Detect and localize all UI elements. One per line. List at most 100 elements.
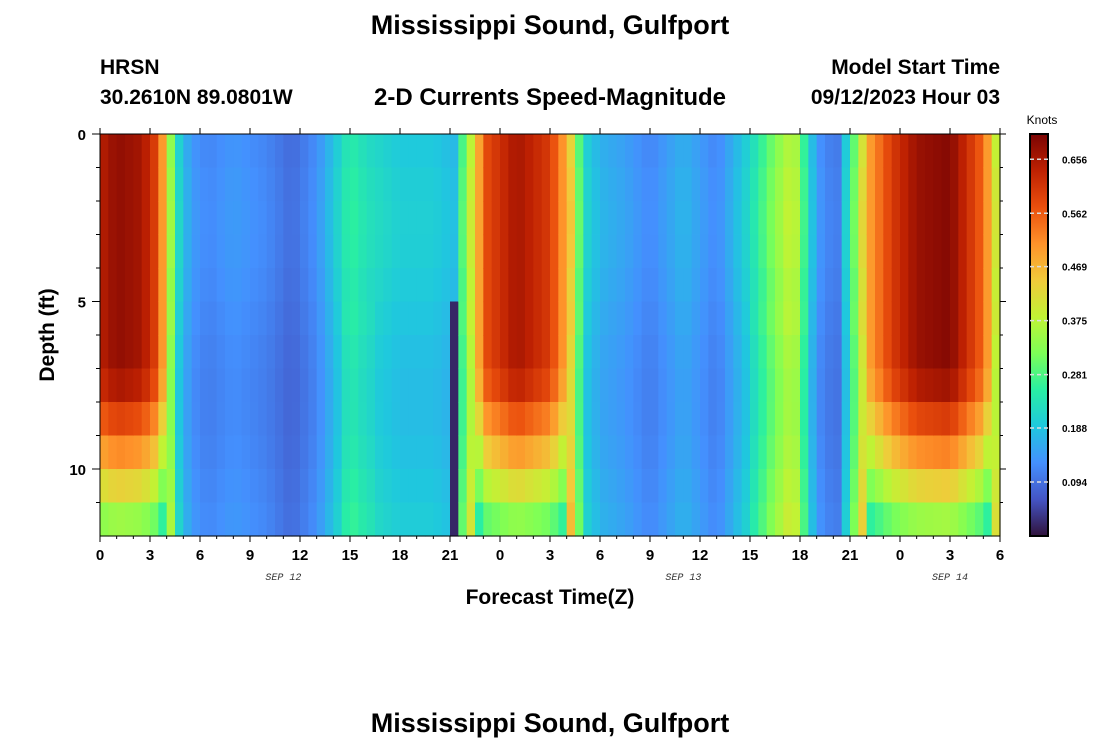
heatmap-cell bbox=[950, 234, 959, 269]
heatmap-cell bbox=[250, 134, 259, 169]
heatmap-cell bbox=[566, 234, 576, 269]
heatmap-cell bbox=[875, 201, 884, 236]
heatmap-cell bbox=[400, 301, 409, 336]
heatmap-cell bbox=[283, 201, 293, 236]
heatmap-cell bbox=[608, 435, 618, 470]
heatmap-cell bbox=[816, 301, 826, 336]
heatmap-cell bbox=[875, 167, 884, 202]
heatmap-cell bbox=[700, 469, 709, 504]
heatmap-cell bbox=[858, 234, 868, 269]
heatmap-cell bbox=[250, 167, 259, 202]
heatmap-cell bbox=[666, 368, 676, 403]
heatmap-cell bbox=[725, 268, 734, 303]
heatmap-cell bbox=[616, 301, 626, 336]
heatmap-cell bbox=[691, 201, 701, 236]
heatmap-cell bbox=[733, 134, 743, 169]
heatmap-cell bbox=[150, 435, 159, 470]
heatmap-cell bbox=[475, 502, 484, 537]
heatmap-cell bbox=[825, 335, 834, 370]
heatmap-cell bbox=[950, 134, 959, 169]
heatmap-cell bbox=[625, 301, 634, 336]
heatmap-cell bbox=[400, 435, 409, 470]
heatmap-cell bbox=[366, 234, 376, 269]
heatmap-cell bbox=[908, 301, 918, 336]
heatmap-cell bbox=[841, 201, 851, 236]
heatmap-cell bbox=[658, 201, 668, 236]
heatmap-cell bbox=[308, 502, 318, 537]
heatmap-cell bbox=[125, 335, 134, 370]
heatmap-cell bbox=[600, 134, 609, 169]
heatmap-cell bbox=[741, 301, 751, 336]
heatmap-cell bbox=[166, 268, 176, 303]
heatmap-cell bbox=[641, 167, 651, 202]
heatmap-cell bbox=[441, 201, 451, 236]
heatmap-cell bbox=[966, 502, 976, 537]
heatmap-cell bbox=[841, 234, 851, 269]
heatmap-cell bbox=[691, 167, 701, 202]
heatmap-cell bbox=[791, 134, 801, 169]
heatmap-cell bbox=[341, 134, 351, 169]
heatmap-cell bbox=[183, 469, 193, 504]
heatmap-cell bbox=[925, 201, 934, 236]
heatmap-cell bbox=[800, 502, 809, 537]
heatmap-cell bbox=[791, 368, 801, 403]
heatmap-cell bbox=[675, 402, 684, 437]
heatmap-cell bbox=[541, 234, 551, 269]
heatmap-cell bbox=[875, 502, 884, 537]
heatmap-cell bbox=[266, 167, 276, 202]
heatmap-cell bbox=[450, 234, 459, 269]
heatmap-cell bbox=[675, 201, 684, 236]
heatmap-cell bbox=[641, 368, 651, 403]
heatmap-cell bbox=[758, 201, 768, 236]
heatmap-cell bbox=[650, 134, 659, 169]
heatmap-cell bbox=[241, 268, 251, 303]
heatmap-cell bbox=[158, 201, 168, 236]
heatmap-cell bbox=[658, 402, 668, 437]
heatmap-cell bbox=[366, 402, 376, 437]
heatmap-cell bbox=[441, 268, 451, 303]
heatmap-cell bbox=[150, 201, 159, 236]
heatmap-cell bbox=[733, 201, 743, 236]
heatmap-cell bbox=[150, 368, 159, 403]
heatmap-cell bbox=[775, 469, 784, 504]
heatmap-cell bbox=[525, 435, 534, 470]
heatmap-cell bbox=[516, 502, 526, 537]
heatmap-cell bbox=[283, 134, 293, 169]
heatmap-cell bbox=[625, 435, 634, 470]
heatmap-cell bbox=[683, 201, 693, 236]
heatmap-cell bbox=[383, 368, 393, 403]
heatmap-cell bbox=[216, 301, 226, 336]
heatmap-cell bbox=[408, 469, 418, 504]
heatmap-cell bbox=[716, 201, 726, 236]
heatmap-cell bbox=[300, 469, 309, 504]
heatmap-cell bbox=[250, 368, 259, 403]
heatmap-cell bbox=[908, 234, 918, 269]
heatmap-cells bbox=[100, 134, 1001, 537]
heatmap-cell bbox=[658, 167, 668, 202]
heatmap-cell bbox=[866, 268, 876, 303]
heatmap-cell bbox=[433, 301, 443, 336]
heatmap-cell bbox=[500, 268, 509, 303]
heatmap-cell bbox=[358, 134, 368, 169]
heatmap-cell bbox=[216, 335, 226, 370]
heatmap-cell bbox=[466, 435, 476, 470]
heatmap-cell bbox=[108, 167, 118, 202]
heatmap-cell bbox=[516, 301, 526, 336]
heatmap-cell bbox=[108, 134, 118, 169]
heatmap-cell bbox=[258, 201, 268, 236]
heatmap-cell bbox=[175, 301, 184, 336]
heatmap-cell bbox=[658, 134, 668, 169]
heatmap-cell bbox=[583, 268, 593, 303]
heatmap-cell bbox=[183, 435, 193, 470]
heatmap-cell bbox=[458, 201, 468, 236]
heatmap-cell bbox=[883, 335, 893, 370]
heatmap-cell bbox=[741, 234, 751, 269]
heatmap-cell bbox=[616, 402, 626, 437]
heatmap-cell bbox=[600, 301, 609, 336]
heatmap-cell bbox=[258, 268, 268, 303]
heatmap-cell bbox=[300, 201, 309, 236]
heatmap-cell bbox=[666, 134, 676, 169]
heatmap-cell bbox=[383, 402, 393, 437]
heatmap-cell bbox=[158, 402, 168, 437]
heatmap-cell bbox=[408, 201, 418, 236]
